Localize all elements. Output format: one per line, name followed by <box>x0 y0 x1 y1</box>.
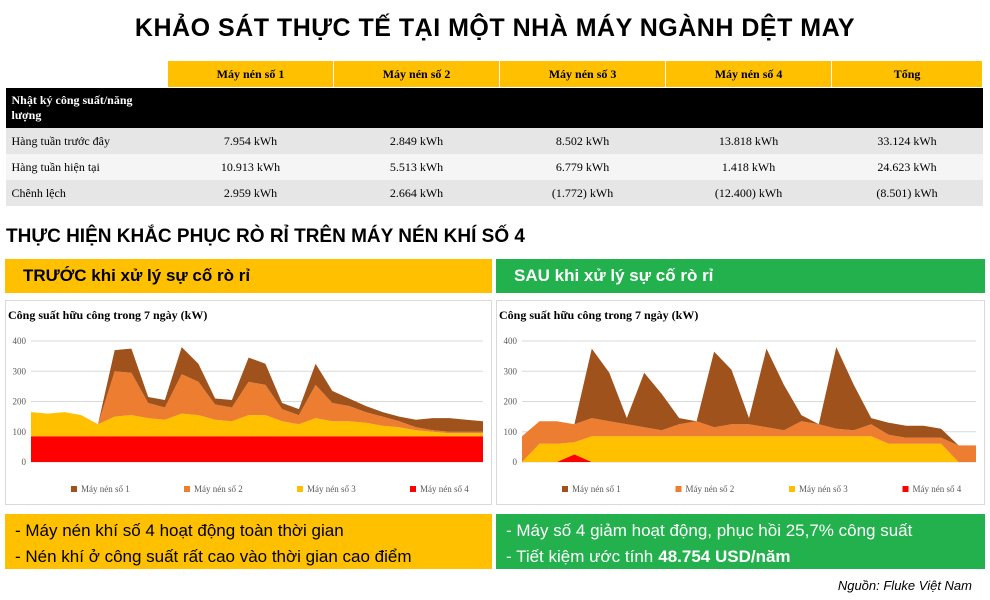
page-title: KHẢO SÁT THỰC TẾ TẠI MỘT NHÀ MÁY NGÀNH D… <box>134 14 856 42</box>
area <box>31 436 483 462</box>
header-cell: Máy nén số 2 <box>333 60 501 88</box>
notes: - Máy nén khí số 4 hoạt động toàn thời g… <box>5 514 492 569</box>
data-table: Máy nén số 1 Máy nén số 2 Máy nén số 3 Máy … <box>5 60 983 206</box>
table-cell: 2.959 kWh <box>167 180 334 206</box>
legend-swatch <box>789 486 795 492</box>
legend-swatch <box>902 486 909 492</box>
table-cell: 5.513 kWh <box>333 154 500 180</box>
legend-swatch <box>675 486 682 492</box>
table-cell: (12.400) kWh <box>665 180 832 206</box>
table-cell: 2.849 kWh <box>333 128 500 154</box>
y-tick-label: 400 <box>504 336 518 346</box>
note: - Máy nén khí số 4 hoạt động toàn thời g… <box>15 518 482 544</box>
legend-swatch <box>410 486 416 492</box>
section-cell <box>333 87 500 128</box>
note-text: - Tiết kiệm ước tính <box>506 547 654 566</box>
table-row: Hàng tuần trước đây 7.954 kWh 2.849 kWh 8.5… <box>5 128 983 154</box>
note-highlight: 48.754 USD/năm <box>658 547 791 566</box>
y-tick-label: 100 <box>13 427 27 437</box>
section-cell <box>665 87 832 128</box>
table-cell: Hàng tuần trước đây <box>5 128 168 154</box>
chart-title: Công suất hữu công trong 7 ngày (kW) <box>8 308 207 322</box>
header-cell: Máy nén số 1 <box>166 60 335 88</box>
legend-label: Máy nén số 2 <box>194 484 243 494</box>
legend-label: Máy nén số 2 <box>686 484 735 494</box>
legend-label: Máy nén số 4 <box>420 484 469 494</box>
table-cell: (8.501) kWh <box>831 180 983 206</box>
legend-label: Máy nén số 4 <box>913 484 962 494</box>
table-cell: 6.779 kWh <box>499 154 666 180</box>
note-text: - Máy nén khí số 4 hoạt động toàn thời g… <box>15 521 344 540</box>
section-label: Nhật ký công suất/năng lượng <box>5 87 168 128</box>
note-text: - Máy số 4 giảm hoạt động, phục hồi 25,7… <box>506 521 913 540</box>
y-tick-label: 400 <box>13 336 27 346</box>
legend-swatch <box>562 486 568 492</box>
area <box>522 436 976 462</box>
note: - Tiết kiệm ước tính 48.754 USD/năm <box>506 544 975 570</box>
header-cell: Máy nén số 3 <box>499 60 667 88</box>
legend-label: Máy nén số 3 <box>307 484 356 494</box>
note: - Nén khí ở công suất rất cao vào thời g… <box>15 544 482 570</box>
legend-swatch <box>184 486 190 492</box>
y-tick-label: 200 <box>504 397 518 407</box>
table-cell: 33.124 kWh <box>831 128 983 154</box>
note: - Máy số 4 giảm hoạt động, phục hồi 25,7… <box>506 518 975 544</box>
y-tick-label: 0 <box>513 457 518 467</box>
table-row: Chênh lệch 2.959 kWh 2.664 kWh (1.772) kWh(… <box>5 180 983 206</box>
table-cell: 1.418 kWh <box>665 154 832 180</box>
y-tick-label: 300 <box>504 366 518 376</box>
header-row: Máy nén số 1 Máy nén số 2 Máy nén số 3 Máy … <box>5 60 983 88</box>
table-cell: 13.818 kWh <box>665 128 832 154</box>
legend-swatch <box>71 486 77 492</box>
table-cell: 7.954 kWh <box>167 128 334 154</box>
section-cell <box>167 87 334 128</box>
chart-box: Công suất hữu công trong 7 ngày (kW) 0 100… <box>496 300 985 505</box>
table-cell: 10.913 kWh <box>167 154 334 180</box>
section-row: Nhật ký công suất/năng lượng <box>5 87 983 128</box>
area <box>31 371 483 434</box>
table-cell: Hàng tuần hiện tại <box>5 154 168 180</box>
table-cell: 2.664 kWh <box>333 180 500 206</box>
legend-label: Máy nén số 3 <box>799 484 848 494</box>
header-cell: Tổng <box>831 60 983 88</box>
table-cell: Chênh lệch <box>5 180 168 206</box>
source: Nguồn: Fluke Việt Nam <box>837 578 972 593</box>
note-text: - Nén khí ở công suất rất cao vào thời g… <box>15 547 412 566</box>
area <box>522 454 976 462</box>
table-cell: 8.502 kWh <box>499 128 666 154</box>
notes: - Máy số 4 giảm hoạt động, phục hồi 25,7… <box>496 514 985 569</box>
y-tick-label: 100 <box>504 427 518 437</box>
chart-box: Công suất hữu công trong 7 ngày (kW) 0 100… <box>5 300 492 505</box>
area <box>522 418 976 462</box>
header-cell <box>5 60 168 88</box>
y-tick-label: 0 <box>22 457 27 467</box>
area <box>31 347 483 432</box>
chart-title: Công suất hữu công trong 7 ngày (kW) <box>499 308 698 322</box>
legend-label: Máy nén số 1 <box>572 484 621 494</box>
y-tick-label: 300 <box>13 366 27 376</box>
table-row: Hàng tuần hiện tại 10.913 kWh 5.513 kWh 6.7… <box>5 154 983 180</box>
table-cell: 24.623 kWh <box>831 154 983 180</box>
y-tick-label: 200 <box>13 397 27 407</box>
chart: Công suất hữu công trong 7 ngày (kW) 0 100… <box>8 308 483 494</box>
table-cell: (1.772) kWh <box>499 180 666 206</box>
chart: Công suất hữu công trong 7 ngày (kW) 0 100… <box>499 308 976 494</box>
area <box>522 347 976 446</box>
section-cell <box>499 87 666 128</box>
area <box>31 412 483 437</box>
legend-swatch <box>297 486 303 492</box>
header-cell: Máy nén số 4 <box>665 60 833 88</box>
legend-label: Máy nén số 1 <box>81 484 130 494</box>
panel-heading: TRƯỚC khi xử lý sự cố rò rỉ <box>5 259 492 293</box>
panel-heading: SAU khi xử lý sự cố rò rỉ <box>496 259 985 293</box>
section-cell <box>831 87 983 128</box>
section-title: THỰC HIỆN KHẮC PHỤC RÒ RỈ TRÊN MÁY NÉN K… <box>6 226 525 247</box>
